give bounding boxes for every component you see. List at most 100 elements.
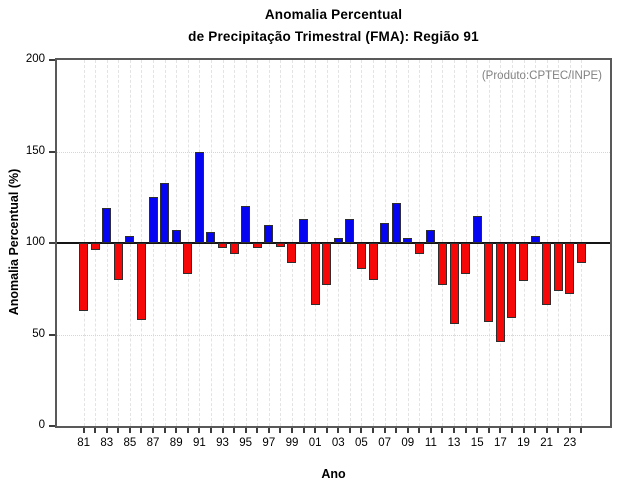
- bar-22: [553, 243, 563, 291]
- y-tick-label: 50: [32, 327, 45, 340]
- x-tick-label: 07: [378, 437, 391, 449]
- x-tick: [94, 428, 97, 433]
- bar-82: [90, 243, 100, 251]
- x-tick: [198, 428, 201, 433]
- x-tick: [360, 428, 363, 433]
- bar-84: [113, 243, 123, 280]
- x-tick: [128, 428, 131, 433]
- x-tick: [290, 428, 293, 433]
- value-gridline: [57, 151, 610, 153]
- bar-93: [218, 243, 228, 249]
- bar-09: [403, 237, 413, 243]
- x-tick: [464, 428, 467, 433]
- x-tick-label: 11: [424, 437, 437, 449]
- y-tick-label: 100: [25, 236, 45, 248]
- x-tick-label: 03: [331, 437, 345, 449]
- bar-97: [264, 224, 274, 243]
- bar-10: [414, 243, 424, 254]
- bar-13: [449, 243, 459, 324]
- baseline-100pct: [57, 242, 610, 244]
- x-tick: [209, 428, 212, 433]
- x-tick: [568, 428, 571, 433]
- x-tick-label: 05: [355, 437, 368, 449]
- x-tick: [348, 428, 351, 433]
- bar-03: [333, 237, 343, 243]
- bar-96: [252, 243, 262, 249]
- x-tick: [557, 428, 560, 433]
- x-tick: [314, 428, 317, 433]
- x-tick-label: 15: [470, 437, 484, 449]
- x-tick-label: 01: [308, 437, 322, 449]
- bar-23: [565, 243, 575, 295]
- bar-04: [345, 219, 355, 243]
- bar-18: [507, 243, 517, 319]
- x-tick: [406, 428, 409, 433]
- bar-95: [241, 206, 251, 243]
- chart-title-line1: Anomalia Percentual: [264, 7, 403, 22]
- y-tick-label: 0: [38, 419, 45, 431]
- x-tick-label: 91: [192, 437, 206, 449]
- x-tick: [487, 428, 490, 433]
- x-tick-label: 23: [563, 437, 577, 449]
- value-gridline: [57, 334, 610, 336]
- x-tick: [429, 428, 432, 433]
- x-tick-label: 13: [447, 437, 461, 449]
- bar-14: [461, 243, 471, 275]
- x-tick: [510, 428, 513, 433]
- chart-title-line2: de Precipitação Trimestral (FMA): Região…: [188, 29, 479, 44]
- x-tick: [152, 428, 155, 433]
- x-tick-label: 21: [540, 437, 554, 449]
- bar-87: [148, 197, 158, 243]
- x-tick: [175, 428, 178, 433]
- x-tick-label: 97: [262, 437, 276, 449]
- x-tick-label: 17: [493, 437, 507, 449]
- x-axis-label: Ano: [321, 467, 346, 481]
- x-tick: [140, 428, 143, 433]
- x-tick-label: 81: [77, 437, 90, 449]
- y-tick-label: 150: [25, 144, 45, 157]
- bar-17: [495, 243, 505, 342]
- bar-19: [519, 243, 529, 282]
- x-tick: [221, 428, 224, 433]
- bar-20: [530, 235, 540, 243]
- y-tick-label: 200: [25, 53, 45, 65]
- bar-98: [275, 243, 285, 247]
- bar-05: [356, 243, 366, 269]
- x-tick: [441, 428, 444, 433]
- bar-02: [322, 243, 332, 286]
- x-tick: [418, 428, 421, 433]
- x-tick-label: 19: [517, 437, 530, 449]
- product-annotation: (Produto:CPTEC/INPE): [481, 70, 602, 82]
- x-tick: [372, 428, 375, 433]
- bar-01: [310, 243, 320, 306]
- x-tick: [302, 428, 305, 433]
- x-tick: [267, 428, 270, 433]
- bar-89: [171, 230, 181, 243]
- x-tick-label: 93: [216, 437, 229, 449]
- bar-81: [79, 243, 89, 311]
- x-tick: [244, 428, 247, 433]
- y-tick: [49, 59, 55, 61]
- x-tick: [545, 428, 548, 433]
- x-tick: [256, 428, 259, 433]
- x-tick-label: 87: [146, 437, 160, 449]
- x-tick: [383, 428, 386, 433]
- bar-90: [183, 243, 193, 275]
- x-tick: [522, 428, 525, 433]
- y-tick: [49, 333, 55, 336]
- bar-91: [194, 151, 204, 243]
- bar-92: [206, 232, 216, 243]
- y-tick: [49, 425, 55, 427]
- bar-83: [102, 208, 112, 243]
- bar-06: [368, 243, 378, 280]
- x-tick: [337, 428, 340, 433]
- x-tick: [233, 428, 236, 433]
- x-tick-label: 09: [401, 437, 415, 449]
- x-tick: [186, 428, 189, 433]
- bar-86: [136, 243, 146, 320]
- bar-00: [299, 219, 309, 243]
- x-tick: [534, 428, 537, 433]
- bar-24: [576, 243, 586, 264]
- x-tick-label: 99: [285, 437, 299, 449]
